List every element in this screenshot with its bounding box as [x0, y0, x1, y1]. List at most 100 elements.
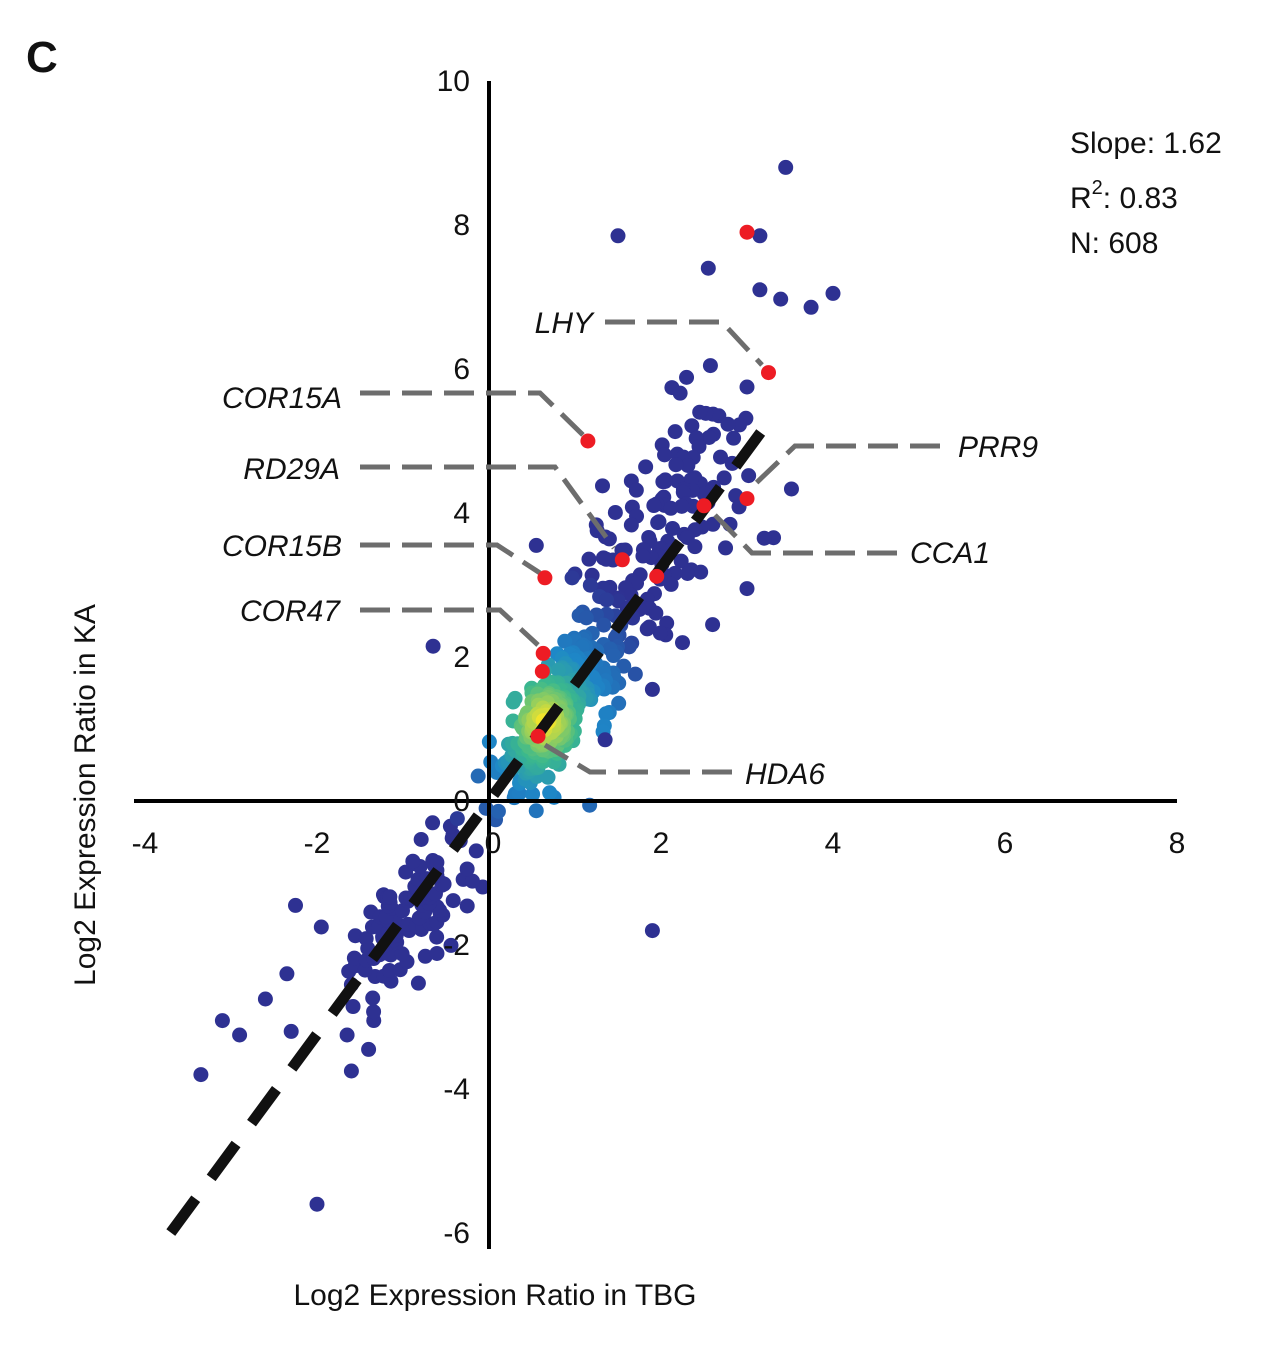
data-point [365, 990, 381, 1006]
data-point [429, 929, 445, 945]
y-axis-title: Log2 Expression Ratio in KA [69, 604, 102, 986]
outlier-point [288, 897, 303, 913]
x-tick-label: 6 [997, 827, 1014, 860]
highlighted-point [739, 224, 755, 240]
highlighted-gene-point [696, 498, 712, 514]
data-point [652, 625, 668, 641]
outlier-point [644, 681, 660, 697]
data-point [672, 385, 688, 401]
outlier-point [644, 923, 660, 939]
outlier-point [675, 635, 690, 651]
leader-line [360, 390, 585, 437]
x-tick-label: 4 [825, 827, 842, 860]
data-point [773, 291, 789, 307]
outlier-point [597, 732, 613, 748]
y-tick-label: -6 [443, 1217, 470, 1250]
data-point [550, 662, 566, 678]
data-point [731, 417, 747, 433]
outlier-point [705, 617, 721, 633]
outlier-point [825, 285, 841, 301]
data-point [667, 424, 683, 440]
outlier-point [232, 1027, 248, 1043]
gene-label: CCA1 [910, 537, 990, 570]
data-point [449, 811, 465, 827]
data-point [657, 447, 673, 463]
gene-label: HDA6 [745, 758, 825, 791]
data-point [680, 566, 696, 582]
x-tick-label: 0 [485, 827, 502, 860]
highlighted-gene-point [761, 365, 776, 381]
data-point [701, 429, 717, 445]
x-tick-label: 8 [1169, 827, 1186, 860]
x-tick-label: -4 [132, 827, 159, 860]
data-point [505, 694, 521, 710]
tick-labels: -4 -2 0 2 4 6 8 -6 -4 -2 0 2 4 6 8 10 [132, 65, 1186, 1250]
highlighted-points [530, 224, 776, 744]
highlighted-gene-point [614, 552, 630, 568]
data-point [718, 540, 734, 556]
y-tick-label: 8 [453, 209, 470, 242]
data-point [443, 937, 459, 953]
x-tick-label: -2 [304, 827, 331, 860]
gene-leader-lines [360, 319, 940, 775]
data-point [445, 893, 461, 909]
data-point [668, 457, 684, 473]
data-point [490, 803, 506, 819]
data-point [564, 570, 580, 586]
data-point [663, 500, 679, 516]
y-tick-label: 2 [453, 641, 470, 674]
data-point [675, 484, 691, 500]
data-point [638, 459, 654, 475]
highlighted-gene-point [530, 728, 546, 744]
data-point [581, 551, 597, 567]
data-point [410, 975, 426, 991]
data-point [679, 369, 695, 385]
leader-line [543, 742, 732, 775]
data-point [639, 621, 655, 637]
data-point [684, 418, 700, 434]
highlighted-point [649, 568, 665, 584]
data-point [713, 449, 729, 465]
outlier-point [214, 1013, 230, 1029]
gene-label: LHY [535, 307, 595, 340]
outlier-point [610, 228, 626, 244]
axes [134, 81, 1177, 1249]
data-point [650, 515, 666, 531]
outlier-point [309, 1196, 325, 1212]
highlighted-gene-point [535, 645, 551, 661]
data-point [429, 945, 445, 961]
n-stat: N: 608 [1070, 227, 1158, 260]
outlier-point [739, 379, 755, 395]
data-point [635, 548, 651, 564]
outlier-point [283, 1023, 299, 1039]
data-point [627, 666, 643, 682]
leader-line [710, 510, 897, 556]
data-point [665, 520, 681, 536]
x-axis-title: Log2 Expression Ratio in TBG [294, 1279, 697, 1312]
y-tick-label: 10 [437, 65, 470, 98]
data-point [528, 803, 544, 819]
outlier-point [279, 966, 295, 982]
data-point [459, 861, 475, 877]
data-point [525, 786, 541, 802]
data-point [611, 695, 627, 711]
data-point [726, 430, 742, 446]
data-point [425, 815, 441, 831]
gene-label: PRR9 [958, 431, 1038, 464]
y-tick-label: 0 [453, 785, 470, 818]
leader-line [360, 542, 542, 576]
y-tick-label: 4 [453, 497, 470, 530]
data-point [595, 478, 611, 494]
x-tick-label: 2 [653, 827, 670, 860]
data-point [413, 831, 429, 847]
outlier-point [739, 581, 755, 597]
data-point [687, 539, 703, 555]
data-point [716, 470, 732, 486]
gene-label: RD29A [243, 453, 340, 486]
y-tick-label: -4 [443, 1073, 470, 1106]
highlighted-point [534, 663, 550, 679]
data-point [381, 963, 397, 979]
r-squared-stat: R2: 0.83 [1070, 177, 1178, 215]
highlighted-gene-point [739, 491, 755, 507]
data-point [728, 488, 744, 504]
